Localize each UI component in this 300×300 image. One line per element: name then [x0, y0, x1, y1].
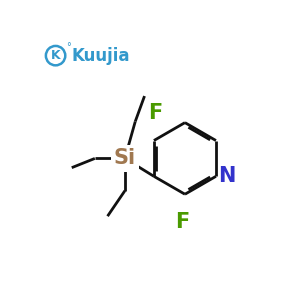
Text: N: N — [218, 166, 235, 186]
Text: °: ° — [66, 42, 71, 52]
Text: F: F — [148, 103, 162, 123]
Text: F: F — [176, 212, 190, 232]
Text: K: K — [51, 49, 60, 62]
Text: Kuujia: Kuujia — [71, 46, 130, 64]
Text: Si: Si — [114, 148, 136, 168]
